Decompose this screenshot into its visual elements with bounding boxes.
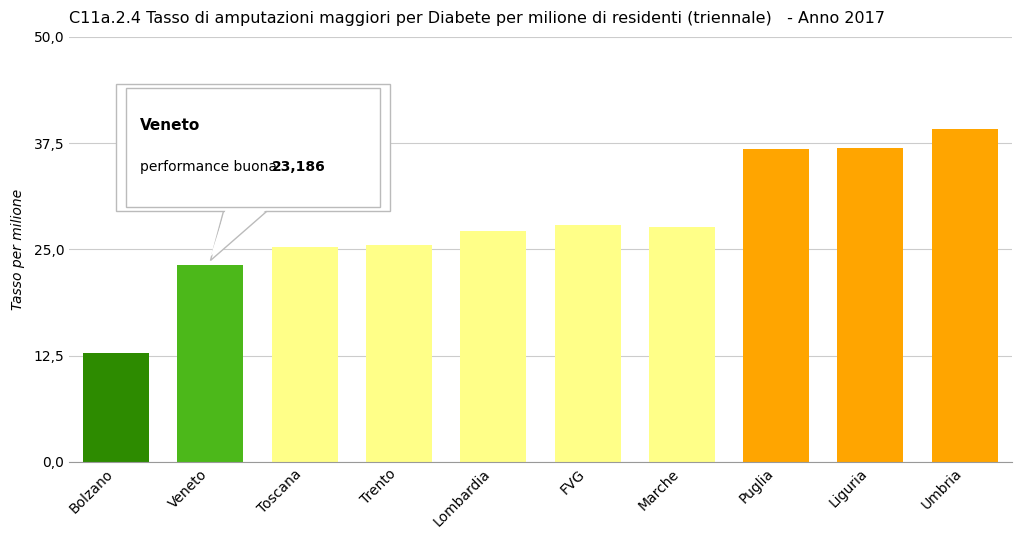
- Bar: [83, 353, 149, 462]
- Bar: [272, 247, 338, 462]
- Text: Veneto: Veneto: [140, 118, 201, 133]
- FancyBboxPatch shape: [117, 84, 390, 211]
- Bar: [554, 225, 621, 462]
- Bar: [460, 231, 526, 462]
- Y-axis label: Tasso per milione: Tasso per milione: [11, 189, 26, 310]
- Polygon shape: [211, 207, 272, 260]
- Bar: [932, 129, 997, 462]
- Bar: [177, 265, 243, 462]
- Bar: [649, 227, 715, 462]
- Text: C11a.2.4 Tasso di amputazioni maggiori per Diabete per milione di residenti (tri: C11a.2.4 Tasso di amputazioni maggiori p…: [70, 11, 885, 26]
- Bar: [838, 148, 903, 462]
- FancyBboxPatch shape: [126, 88, 381, 207]
- Text: performance buona:: performance buona:: [140, 160, 285, 174]
- Text: 23,186: 23,186: [272, 160, 325, 174]
- Bar: [366, 245, 432, 462]
- Bar: [743, 149, 809, 462]
- Polygon shape: [211, 207, 270, 256]
